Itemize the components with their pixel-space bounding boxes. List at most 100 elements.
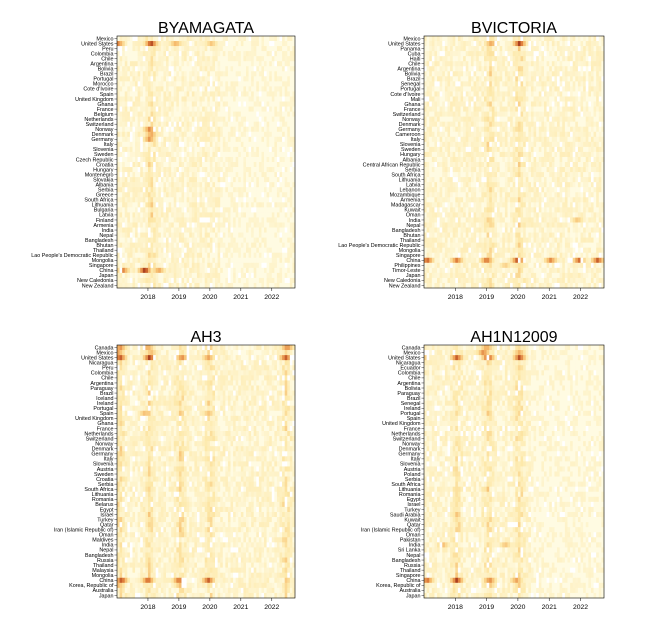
heatmap-cell: [258, 267, 262, 274]
heatmap-cell: [207, 192, 211, 198]
heatmap-cell: [243, 66, 247, 72]
heatmap-cell: [184, 46, 187, 52]
heatmap-cell: [473, 111, 477, 117]
heatmap-cell: [266, 41, 270, 47]
heatmap-cell: [117, 131, 120, 138]
heatmap-cell: [536, 46, 540, 52]
heatmap-cell: [158, 257, 162, 264]
heatmap-cell: [225, 146, 229, 153]
heatmap-cell: [439, 86, 443, 92]
heatmap-cell: [160, 162, 164, 168]
heatmap-cell: [271, 212, 275, 218]
heatmap-cell: [209, 61, 213, 67]
heatmap-cell: [207, 156, 211, 163]
heatmap-cell: [230, 41, 234, 47]
heatmap-cell: [593, 81, 597, 87]
heatmap-cell: [447, 71, 451, 77]
heatmap-cell: [207, 172, 211, 178]
heatmap-cell: [135, 202, 138, 208]
heatmap-cell: [153, 51, 156, 57]
heatmap-cell: [145, 81, 149, 87]
heatmap-cell: [452, 111, 456, 117]
heatmap-cell: [476, 56, 480, 62]
heatmap-cell: [240, 116, 244, 122]
heatmap-cell: [287, 126, 291, 133]
heatmap-cell: [124, 282, 128, 289]
heatmap-cell: [442, 76, 446, 82]
heatmap-cell: [287, 277, 291, 284]
heatmap-cell: [227, 222, 231, 228]
heatmap-cell: [507, 126, 511, 133]
heatmap-cell: [215, 51, 218, 57]
heatmap-cell: [264, 86, 267, 92]
heatmap-cell: [557, 81, 560, 87]
heatmap-cell: [465, 106, 469, 112]
heatmap-cell: [202, 131, 206, 138]
heatmap-cell: [209, 177, 213, 183]
heatmap-cell: [225, 121, 229, 128]
heatmap-cell: [276, 41, 280, 47]
heatmap-cell: [129, 282, 133, 289]
heatmap-cell: [189, 96, 193, 102]
heatmap-cell: [145, 167, 149, 173]
heatmap-cell: [163, 217, 167, 223]
heatmap-cell: [264, 91, 267, 97]
heatmap-cell: [212, 56, 216, 62]
heatmap-cell: [424, 51, 427, 57]
heatmap-cell: [186, 36, 190, 42]
heatmap-cell: [544, 81, 547, 87]
heatmap-cell: [598, 121, 602, 128]
heatmap-cell: [271, 197, 275, 203]
heatmap-cell: [530, 86, 534, 92]
heatmap-cell: [117, 76, 120, 82]
heatmap-cell: [155, 91, 159, 97]
heatmap-cell: [168, 192, 172, 198]
heatmap-cell: [189, 267, 193, 274]
heatmap-cell: [135, 167, 138, 173]
heatmap-cell: [499, 116, 503, 122]
heatmap-cell: [119, 56, 123, 62]
heatmap-cell: [528, 81, 532, 87]
heatmap-cell: [178, 86, 182, 92]
heatmap-cell: [264, 96, 267, 102]
heatmap-cell: [470, 101, 474, 107]
heatmap-cell: [264, 207, 267, 213]
y-tick-label-colombia: Colombia: [91, 51, 114, 57]
heatmap-cell: [199, 36, 203, 42]
heatmap-cell: [261, 262, 265, 269]
heatmap-cell: [186, 61, 190, 67]
heatmap-cell: [269, 172, 273, 178]
heatmap-cell: [207, 111, 211, 117]
heatmap-cell: [124, 101, 128, 107]
heatmap-cell: [478, 76, 482, 82]
heatmap-cell: [243, 96, 247, 102]
heatmap-cell: [575, 76, 579, 82]
heatmap-cell: [207, 46, 211, 52]
heatmap-cell: [284, 197, 288, 203]
heatmap-cell: [554, 111, 558, 117]
heatmap-cell: [233, 242, 236, 248]
heatmap-cell: [176, 86, 180, 92]
heatmap-cell: [510, 91, 513, 97]
heatmap-cell: [497, 46, 500, 52]
heatmap-cell: [150, 151, 154, 158]
heatmap-cell: [207, 232, 211, 238]
heatmap-cell: [186, 192, 190, 198]
heatmap-cell: [202, 257, 206, 264]
heatmap-cell: [512, 96, 516, 102]
heatmap-cell: [264, 187, 267, 193]
heatmap-cell: [429, 86, 433, 92]
heatmap-cell: [452, 101, 456, 107]
heatmap-cell: [137, 217, 141, 223]
heatmap-cell: [292, 247, 296, 254]
heatmap-cell: [504, 131, 508, 138]
heatmap-cell: [222, 141, 226, 148]
heatmap-cell: [135, 151, 138, 158]
heatmap-cell: [460, 136, 464, 143]
heatmap-cell: [256, 91, 260, 97]
heatmap-cell: [191, 192, 195, 198]
heatmap-cell: [585, 81, 589, 87]
heatmap-cell: [233, 81, 236, 87]
heatmap-cell: [256, 197, 260, 203]
heatmap-cell: [452, 76, 456, 82]
